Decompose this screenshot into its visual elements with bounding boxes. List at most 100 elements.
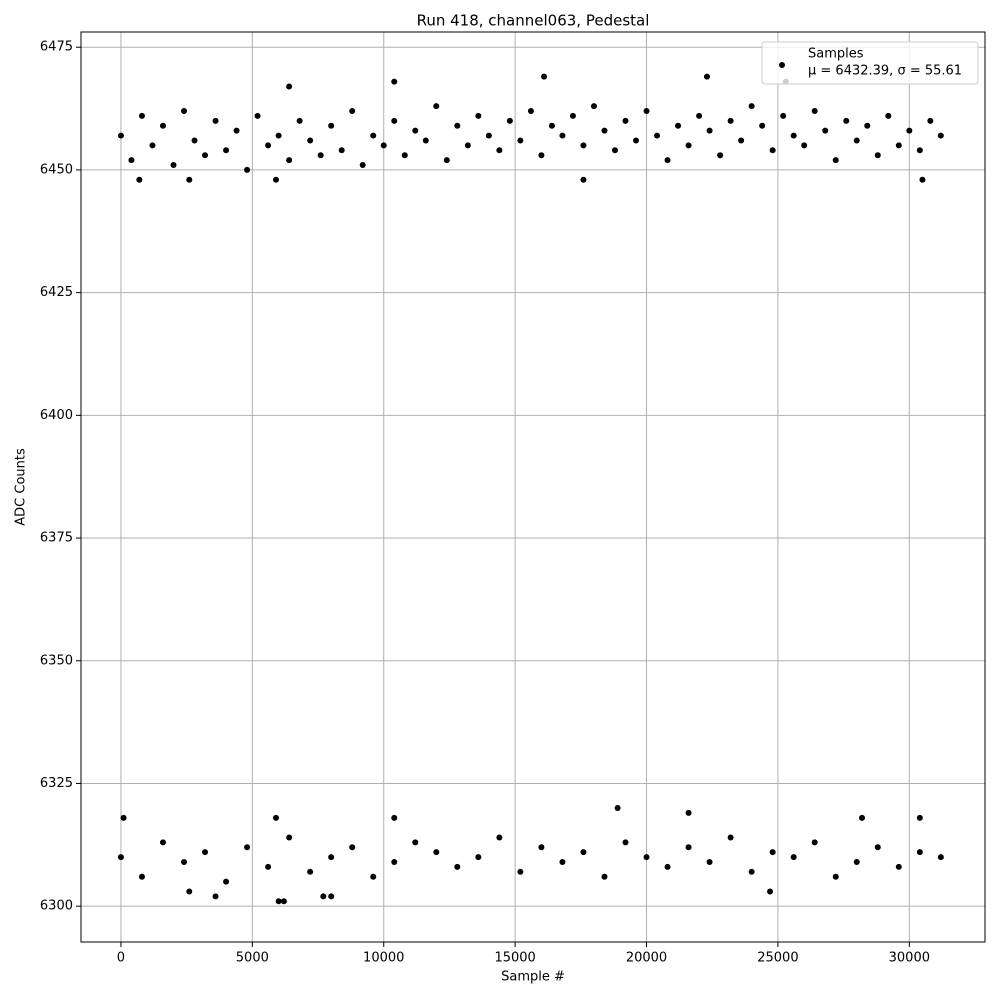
plot-area: 0 5000 10000 15000 20000 25000 30000 6300 6325 63… [40,31,986,966]
point [159,122,166,129]
point [675,122,682,129]
point [748,868,755,875]
point [727,117,734,124]
point [307,868,314,875]
plot-frame [80,31,986,943]
x-tick-label: 0 [117,951,125,966]
point [906,127,913,134]
point [186,888,193,895]
point [286,157,293,164]
point [706,127,713,134]
point [685,809,692,816]
point [138,112,145,119]
point [706,858,713,865]
point [864,122,871,129]
point [916,814,923,821]
point [412,839,419,846]
point [422,137,429,144]
x-tick-label: 25000 [757,951,798,966]
point [811,839,818,846]
point [380,142,387,149]
point [811,108,818,115]
point [769,849,776,856]
point [622,839,629,846]
point [117,854,124,861]
point [349,844,356,851]
point [517,868,524,875]
point [244,166,251,173]
x-tick-label: 5000 [236,951,269,966]
point [548,122,555,129]
point [401,152,408,159]
point [475,112,482,119]
point [685,844,692,851]
point [464,142,471,149]
point [233,127,240,134]
legend-box [761,41,979,85]
point [614,805,621,812]
point [927,117,934,124]
y-tick-label: 6475 [40,40,73,55]
point [937,854,944,861]
point [149,142,156,149]
point [275,132,282,139]
point [443,157,450,164]
point [738,137,745,144]
point [254,112,261,119]
point [280,898,287,905]
point [696,112,703,119]
point [801,142,808,149]
point [212,893,219,900]
point [759,122,766,129]
point [128,157,135,164]
point [874,152,881,159]
legend-marker [779,62,785,68]
point [181,108,188,115]
y-tick-label: 6300 [40,899,73,914]
point [654,132,661,139]
point [916,147,923,154]
point [244,844,251,851]
y-tick-label: 6400 [40,408,73,423]
point [223,147,230,154]
point [272,814,279,821]
point [685,142,692,149]
x-tick-label: 20000 [626,951,667,966]
point [475,854,482,861]
point [832,873,839,880]
point [601,127,608,134]
point [433,849,440,856]
point [517,137,524,144]
point [307,137,314,144]
point [391,78,398,85]
point [117,132,124,139]
point [895,142,902,149]
y-tick-label: 6350 [40,653,73,668]
point [664,863,671,870]
point [286,83,293,90]
point [633,137,640,144]
point [136,176,143,183]
point [622,117,629,124]
point [170,162,177,169]
point [611,147,618,154]
point [391,117,398,124]
point [296,117,303,124]
point [349,108,356,115]
point [454,863,461,870]
point [506,117,513,124]
y-tick-label: 6425 [40,285,73,300]
point [454,122,461,129]
point [822,127,829,134]
y-axis-label: ADC Counts [14,448,29,526]
point [391,814,398,821]
point [265,863,272,870]
point [643,854,650,861]
point [223,878,230,885]
point [496,147,503,154]
point [265,142,272,149]
point [191,137,198,144]
point [485,132,492,139]
y-tick-label: 6450 [40,162,73,177]
